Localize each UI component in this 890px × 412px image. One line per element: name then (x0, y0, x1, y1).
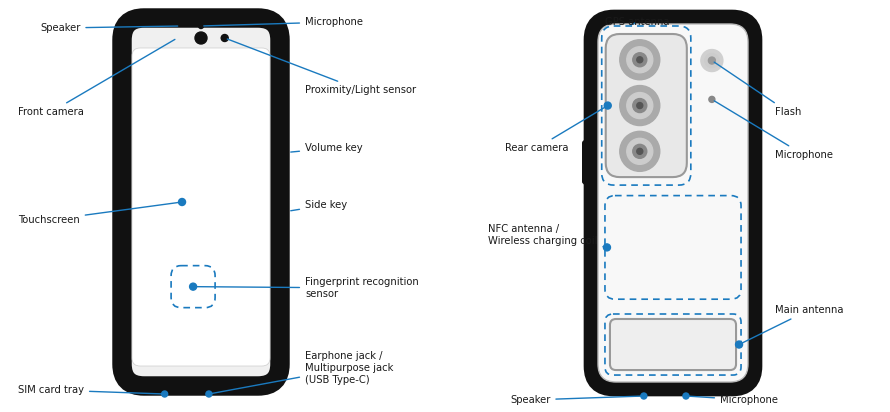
Text: Main antenna: Main antenna (741, 305, 844, 343)
Circle shape (705, 54, 719, 68)
Circle shape (633, 53, 647, 67)
Circle shape (619, 86, 659, 126)
Circle shape (627, 93, 652, 119)
Circle shape (708, 96, 715, 103)
Text: Microphone: Microphone (715, 101, 833, 160)
Text: Rear camera: Rear camera (505, 107, 605, 153)
Text: GPS antenna: GPS antenna (605, 17, 669, 27)
FancyBboxPatch shape (276, 194, 288, 228)
FancyBboxPatch shape (132, 48, 270, 366)
Circle shape (222, 35, 228, 42)
Text: Microphone: Microphone (204, 17, 363, 27)
Circle shape (735, 341, 742, 348)
Text: SIM card tray: SIM card tray (18, 385, 162, 395)
Text: Speaker: Speaker (510, 395, 641, 405)
FancyBboxPatch shape (582, 140, 592, 185)
Circle shape (636, 57, 643, 63)
Circle shape (619, 40, 659, 80)
Text: Touchscreen: Touchscreen (18, 202, 179, 225)
Circle shape (701, 49, 723, 72)
Circle shape (627, 138, 652, 164)
Text: Flash: Flash (714, 62, 801, 117)
Text: Microphone: Microphone (689, 395, 778, 405)
Circle shape (633, 144, 647, 158)
Circle shape (641, 393, 647, 399)
Circle shape (683, 393, 689, 399)
Circle shape (179, 199, 185, 206)
FancyBboxPatch shape (598, 24, 748, 382)
Circle shape (636, 103, 643, 108)
Text: Speaker: Speaker (40, 23, 178, 33)
Circle shape (619, 131, 659, 171)
Text: NFC antenna /
Wireless charging coil: NFC antenna / Wireless charging coil (488, 224, 604, 247)
Circle shape (603, 244, 611, 251)
FancyBboxPatch shape (276, 129, 288, 176)
FancyBboxPatch shape (610, 319, 736, 370)
Circle shape (604, 102, 611, 109)
Circle shape (636, 148, 643, 154)
FancyBboxPatch shape (122, 18, 280, 386)
Circle shape (708, 57, 716, 64)
Text: Proximity/Light sensor: Proximity/Light sensor (227, 39, 417, 95)
Circle shape (198, 23, 204, 28)
Circle shape (627, 47, 652, 73)
Text: Fingerprint recognition
sensor: Fingerprint recognition sensor (196, 277, 419, 299)
Text: Earphone jack /
Multipurpose jack
(USB Type-C): Earphone jack / Multipurpose jack (USB T… (212, 351, 393, 393)
Text: Volume key: Volume key (291, 143, 362, 153)
FancyBboxPatch shape (606, 34, 687, 177)
Circle shape (190, 283, 197, 290)
Circle shape (206, 391, 212, 397)
Circle shape (633, 98, 647, 112)
Text: Side key: Side key (291, 200, 347, 211)
Circle shape (195, 32, 207, 44)
Text: Front camera: Front camera (18, 40, 175, 117)
Circle shape (162, 391, 167, 397)
FancyBboxPatch shape (592, 18, 754, 388)
